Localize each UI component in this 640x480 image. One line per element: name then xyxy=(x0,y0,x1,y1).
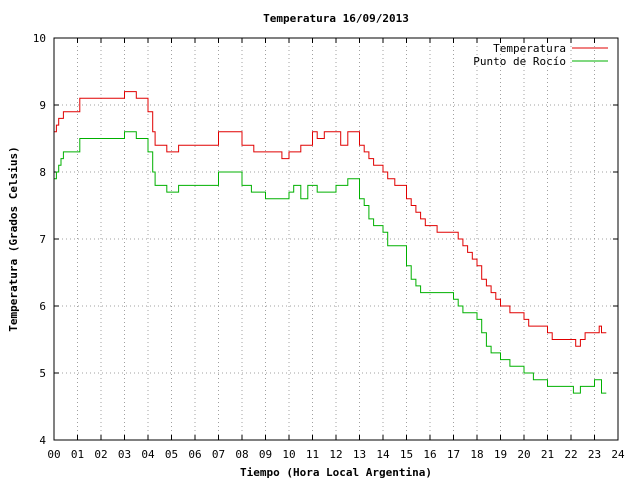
x-tick-label: 21 xyxy=(541,448,554,461)
grid xyxy=(54,38,618,440)
x-tick-label: 18 xyxy=(470,448,483,461)
y-tick-label: 6 xyxy=(39,300,46,313)
x-tick-label: 07 xyxy=(212,448,225,461)
legend-label: Temperatura xyxy=(493,42,566,55)
y-tick-label: 8 xyxy=(39,166,46,179)
x-tick-labels: 00 01 02 03 04 05 06 07 08 09 10 11 12 13 14 15 16 17 18 19… xyxy=(47,448,625,461)
y-tick-labels: 4 5 6 7 8 9 10 xyxy=(33,32,47,447)
y-tick-label: 5 xyxy=(39,367,46,380)
y-tick-label: 9 xyxy=(39,99,46,112)
x-tick-label: 13 xyxy=(353,448,366,461)
x-tick-label: 16 xyxy=(423,448,436,461)
chart-title: Temperatura 16/09/2013 xyxy=(263,12,409,25)
x-tick-label: 11 xyxy=(306,448,319,461)
x-tick-label: 17 xyxy=(447,448,460,461)
x-tick-label: 14 xyxy=(376,448,390,461)
x-tick-label: 24 xyxy=(611,448,625,461)
x-tick-label: 20 xyxy=(517,448,530,461)
x-tick-label: 00 xyxy=(47,448,60,461)
x-tick-label: 10 xyxy=(282,448,295,461)
x-tick-label: 09 xyxy=(259,448,272,461)
axis-ticks xyxy=(53,37,619,441)
legend-label: Punto de Rocío xyxy=(473,55,566,68)
series-line-punto-de-rocio xyxy=(54,131,607,394)
y-tick-label: 4 xyxy=(39,434,46,447)
y-tick-label: 10 xyxy=(33,32,46,45)
series-line-temperatura xyxy=(54,91,607,347)
x-tick-label: 02 xyxy=(94,448,107,461)
y-axis-title: Temperatura (Grados Celsius) xyxy=(7,146,20,331)
x-tick-label: 19 xyxy=(494,448,507,461)
series-lines xyxy=(54,91,607,394)
x-tick-label: 04 xyxy=(141,448,155,461)
x-axis-title: Tiempo (Hora Local Argentina) xyxy=(240,466,432,479)
x-tick-label: 01 xyxy=(71,448,84,461)
x-tick-label: 23 xyxy=(588,448,601,461)
x-tick-label: 06 xyxy=(188,448,201,461)
x-tick-label: 12 xyxy=(329,448,342,461)
y-tick-label: 7 xyxy=(39,233,46,246)
x-tick-label: 15 xyxy=(400,448,413,461)
x-tick-label: 05 xyxy=(165,448,178,461)
plot-frame xyxy=(53,37,619,441)
x-tick-label: 22 xyxy=(564,448,577,461)
x-tick-label: 08 xyxy=(235,448,248,461)
x-tick-label: 03 xyxy=(118,448,131,461)
